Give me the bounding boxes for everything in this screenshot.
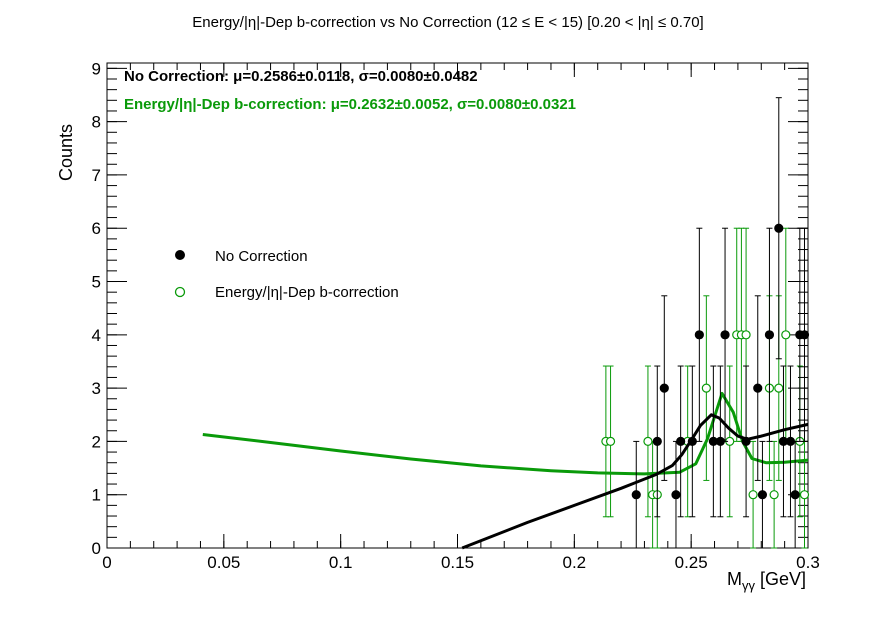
- stat-text-no-correction: No Correction: μ=0.2586±0.0118, σ=0.0080…: [124, 68, 478, 85]
- data-point: [774, 383, 784, 393]
- x-tick-label: 0.2: [563, 553, 587, 572]
- x-axis-label-unit: [GeV]: [755, 569, 806, 589]
- data-point: [676, 436, 686, 447]
- x-tick-label: 0.1: [329, 553, 353, 572]
- fit-curve: [202, 391, 809, 476]
- y-tick-label: 2: [92, 432, 101, 451]
- plot-frame: [106, 62, 809, 549]
- y-tick-label: 8: [92, 113, 101, 132]
- legend-marker-no-correction: [175, 250, 185, 260]
- x-tick-label: 0.05: [207, 553, 240, 572]
- data-point: [785, 436, 796, 447]
- x-axis-ticks: 0 0.05 0.1 0.15 0.2 0.25 0.3: [102, 63, 820, 572]
- y-tick-label: 7: [92, 166, 101, 185]
- y-tick-label: 3: [92, 379, 101, 398]
- data-point: [748, 490, 758, 500]
- data-point: [605, 436, 616, 447]
- data-point: [799, 330, 810, 340]
- x-tick-label: 0: [102, 553, 111, 572]
- data-point: [720, 330, 730, 340]
- data-point: [757, 490, 768, 500]
- series-corrected: [202, 227, 810, 549]
- y-tick-label: 9: [92, 59, 101, 78]
- y-tick-label: 4: [92, 326, 101, 345]
- chart-title: Energy/|η|-Dep b-correction vs No Correc…: [192, 14, 703, 31]
- x-tick-label: 0.25: [675, 553, 708, 572]
- data-point: [631, 490, 641, 500]
- data-point: [799, 490, 810, 500]
- y-tick-label: 6: [92, 219, 101, 238]
- data-point: [790, 490, 800, 500]
- data-point: [715, 436, 725, 447]
- x-tick-label: 0.3: [796, 553, 820, 572]
- data-point: [659, 383, 669, 393]
- x-tick-label: 0.15: [441, 553, 474, 572]
- data-point: [671, 490, 681, 500]
- data-point: [701, 383, 711, 393]
- data-point: [741, 436, 751, 447]
- data-point: [764, 330, 775, 340]
- data-point: [753, 383, 763, 393]
- data-point: [694, 330, 704, 340]
- legend-label-no-correction: No Correction: [215, 248, 308, 265]
- y-axis-label: Counts: [56, 124, 76, 181]
- data-point: [643, 436, 653, 447]
- legend-label-corrected: Energy/|η|-Dep b-correction: [215, 284, 399, 301]
- series-no-correction: [461, 97, 810, 550]
- fit-curve: [461, 413, 809, 550]
- data-point: [769, 490, 779, 500]
- y-tick-label: 5: [92, 273, 101, 292]
- y-tick-label: 1: [92, 486, 101, 505]
- legend: No Correction Energy/|η|-Dep b-correctio…: [174, 248, 399, 301]
- data-point: [741, 330, 751, 340]
- y-axis-ticks: 0 1 2 3 4 5 6 7 8 9: [92, 59, 808, 558]
- series-layer: [202, 97, 810, 550]
- x-axis-label-main: M: [727, 569, 742, 589]
- data-point: [781, 330, 791, 340]
- data-point: [687, 436, 697, 447]
- x-axis-label-sub: γγ: [742, 578, 756, 593]
- y-tick-label: 0: [92, 539, 101, 558]
- data-point: [652, 436, 662, 447]
- stat-text-corrected: Energy/|η|-Dep b-correction: μ=0.2632±0.…: [124, 96, 576, 113]
- data-point: [774, 223, 784, 233]
- legend-marker-corrected: [174, 286, 186, 298]
- x-axis-label: Mγγ [GeV]: [727, 569, 806, 593]
